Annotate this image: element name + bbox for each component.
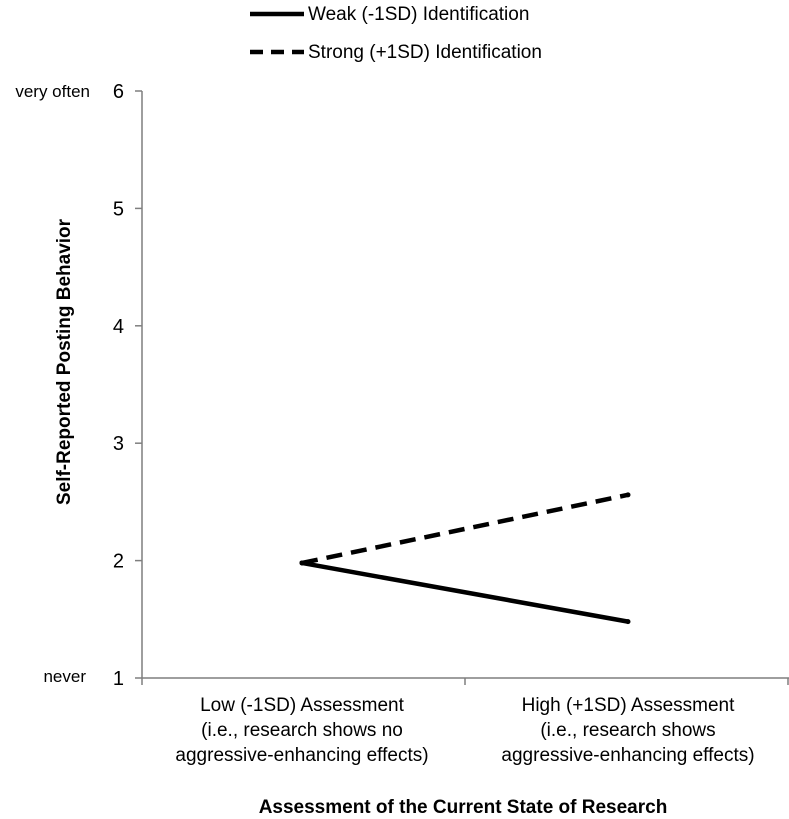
data-point <box>299 560 305 566</box>
x-category-label-line: High (+1SD) Assessment <box>522 695 735 716</box>
data-point <box>625 492 631 498</box>
y-tick-label: 6 <box>113 81 124 103</box>
legend-label-0: Weak (-1SD) Identification <box>308 4 529 25</box>
series-layer <box>299 492 631 625</box>
y-tick-label: 1 <box>113 668 124 690</box>
y-axis-title: Self-Reported Posting Behavior <box>54 218 75 505</box>
y-anchor-label-bottom: never <box>43 667 86 686</box>
x-category-label: High (+1SD) Assessment (i.e., research sh… <box>501 695 754 766</box>
legend: Weak (-1SD) Identification Strong (+1SD) … <box>250 4 542 63</box>
x-category-label-line: (i.e., research shows <box>540 720 715 741</box>
y-anchor-label-top: very often <box>15 82 90 101</box>
x-category-label-line: Low (-1SD) Assessment <box>200 695 405 716</box>
y-tick-label: 3 <box>113 433 124 455</box>
y-axis: 1 2 3 4 5 6 very often never <box>15 81 143 690</box>
y-tick-label: 5 <box>113 198 124 220</box>
x-category-label-line: aggressive-enhancing effects) <box>501 745 754 766</box>
data-point <box>625 619 631 625</box>
x-category-label: Low (-1SD) Assessment (i.e., research sho… <box>175 695 428 766</box>
series-line-1 <box>301 492 629 566</box>
x-category-label-line: aggressive-enhancing effects) <box>175 745 428 766</box>
x-axis-title: Assessment of the Current State of Resea… <box>259 797 668 818</box>
x-category-label-line: (i.e., research shows no <box>201 720 403 741</box>
y-tick-label: 4 <box>113 316 124 338</box>
y-tick-label: 2 <box>113 551 124 573</box>
x-axis: Low (-1SD) Assessment (i.e., research sho… <box>141 677 789 766</box>
legend-label-1: Strong (+1SD) Identification <box>308 42 542 63</box>
series-line-0 <box>301 560 629 624</box>
